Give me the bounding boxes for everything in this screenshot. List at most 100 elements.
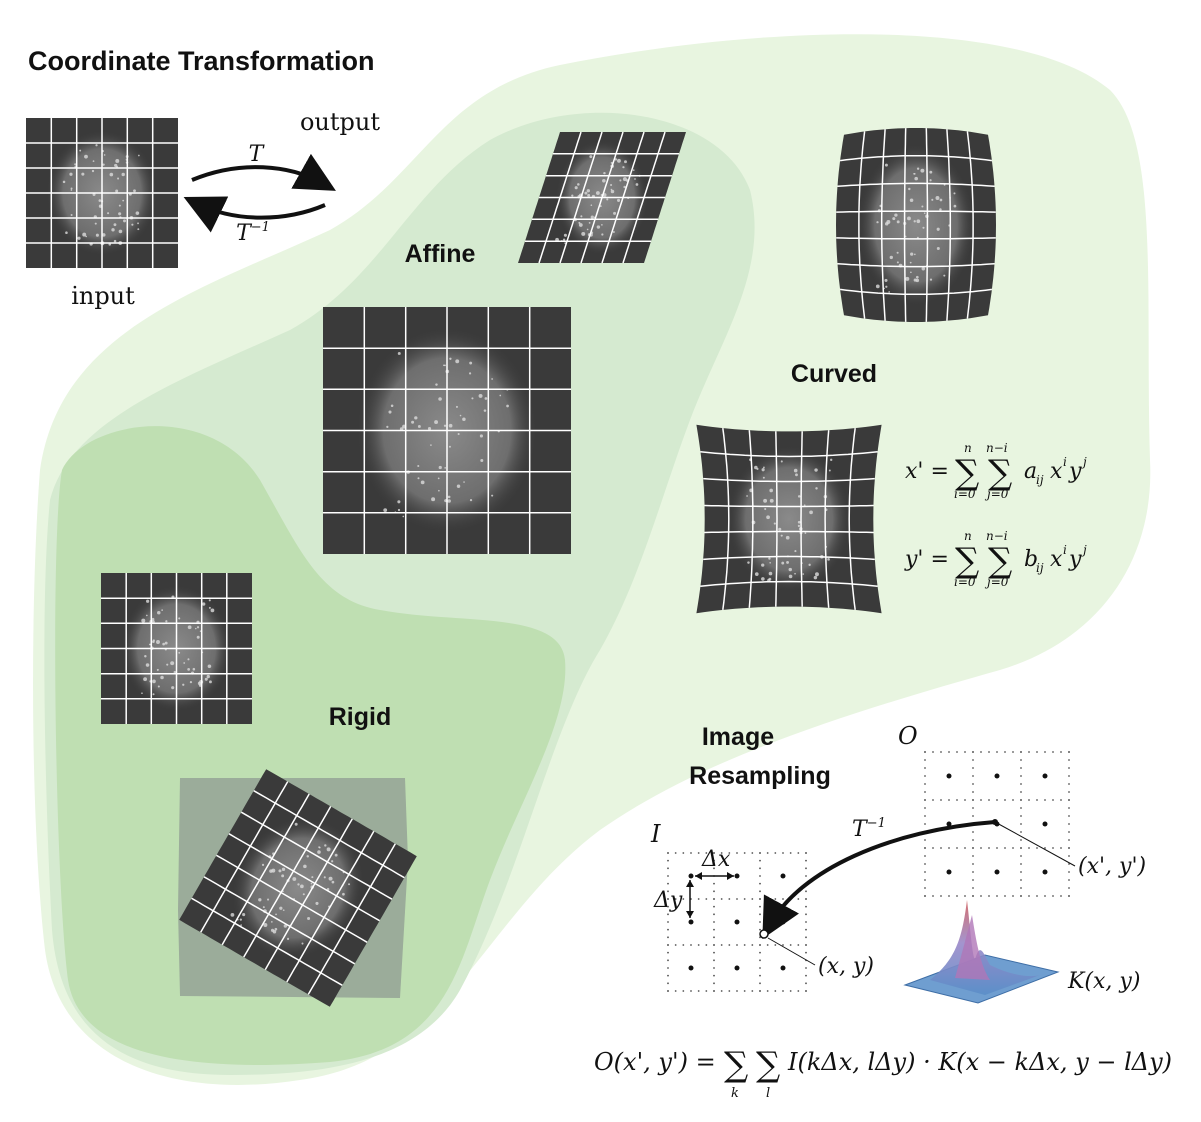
curved-pincushion-image-speckle [797,524,801,528]
affine-skewed-image-speckle [632,169,635,172]
output-grid-grid-dot [1068,751,1070,753]
output-grid-grid-dot [1028,751,1030,753]
input-grid-grid-dot [667,898,669,900]
affine-scaled-image-speckle [438,489,440,492]
curved-barrel-image-speckle [953,204,957,208]
input-grid-grid-dot [743,944,746,946]
svg-text:n: n [964,441,972,455]
rigid-rotated-image-speckle [274,927,278,931]
output-grid-sample-point [994,773,1000,779]
affine-scaled-image-speckle [480,459,484,463]
output-grid-grid-dot [940,799,942,801]
input-image-speckle [131,223,134,226]
rigid-translated-image-speckle [141,618,146,623]
rigid-translated-image-speckle [208,680,212,684]
rigid-translated-image-speckle [145,663,150,667]
svg-text:Δx: Δx [701,847,731,872]
input-grid-grid-dot [667,967,669,969]
curved-barrel-image-speckle [884,163,888,167]
rigid-rotated-image-speckle [258,898,262,902]
output-grid-grid-dot [1012,751,1014,753]
output-grid-grid-dot [924,871,926,873]
rigid-rotated-image-speckle [328,876,333,881]
output-grid-grid-dot [1028,895,1030,897]
curved-pincushion-image-speckle [769,561,771,564]
output-grid-grid-dot [924,863,926,865]
input-grid-grid-dot [782,990,784,992]
affine-skewed-image-speckle [590,215,594,219]
input-grid-grid-dot [759,867,761,870]
input-grid-grid-dot [759,974,761,977]
input-grid-grid-dot [705,898,708,900]
input-grid-grid-dot [736,852,738,854]
input-grid-sample-point [688,965,694,971]
input-grid-grid-dot [759,859,761,862]
input-grid-grid-dot [805,974,807,977]
output-grid-grid-dot [924,775,926,777]
curved-pincushion-image-speckle [746,495,748,497]
curved-pincushion-image-speckle [813,575,818,580]
input-image-speckle [123,219,126,223]
rigid-rotated-image-speckle [331,860,334,863]
curved-pincushion-image-grid-line [704,530,874,534]
output-grid-grid-dot [1060,799,1062,801]
curved-barrel-image-speckle [888,291,890,293]
affine-scaled-image-speckle [420,480,425,485]
curved-barrel-image-speckle [884,278,888,282]
affine-scaled-image-speckle [459,414,462,417]
output-grid-grid-dot [932,751,934,753]
curved-pincushion-image-speckle [797,520,801,524]
output-grid-grid-dot [964,751,966,753]
delta-x-indicator: Δx [695,847,734,880]
input-grid-grid-dot [713,867,715,870]
output-grid-grid-dot [948,895,950,897]
output-grid-sample-point [946,821,952,827]
rigid-translated-image-speckle [171,686,175,690]
output-grid-grid-dot [924,767,926,769]
curved-barrel-image-speckle [910,271,912,274]
input-grid-grid-dot [713,959,715,962]
curved-pincushion-image-grid-line [704,504,874,508]
affine-scaled-image-speckle [455,405,458,408]
affine-scaled-image-speckle [397,500,401,504]
rigid-rotated-image-speckle [262,906,265,909]
curved-barrel-image-grid-line [925,128,929,322]
output-grid-grid-dot [1004,751,1006,753]
input-grid-grid-dot [705,944,708,946]
svg-text:b: b [1024,547,1038,572]
svg-text:∑: ∑ [988,453,1012,493]
rigid-rotated-image-grid-line [200,781,289,933]
curved-pincushion-image-grid-line [800,431,803,607]
output-grid-grid-dot [1012,847,1014,849]
output-grid-grid-dot [1068,839,1070,841]
input-label: input [71,282,135,310]
output-grid-grid-dot [980,799,982,801]
affine-skewed-image-speckle [581,231,586,236]
affine-scaled-image-speckle [449,357,452,360]
curved-pincushion-image-speckle [766,515,770,520]
output-grid-grid-dot [1068,791,1070,793]
curved-pincushion-image-speckle [788,574,793,579]
affine-scaled-image-speckle [478,393,483,398]
svg-text:∑: ∑ [724,1045,748,1085]
svg-text:∑: ∑ [955,453,979,493]
input-image-speckle [107,212,110,215]
affine-scaled-image-speckle [431,497,436,502]
input-grid-grid-dot [759,990,761,992]
input-image-speckle [137,228,140,231]
output-grid-grid-dot [972,775,974,777]
curved-pincushion-image-grid-line [703,477,875,483]
svg-text:i: i [1063,543,1067,557]
affine-scaled-image-speckle [414,416,418,420]
input-grid-grid-dot [766,944,769,946]
output-grid-grid-dot [924,807,926,809]
input-grid-grid-dot [766,898,769,900]
affine-scaled-image-speckle [447,499,451,503]
output-grid-grid-dot [1028,799,1030,801]
input-image-speckle [70,189,73,191]
input-grid-grid-dot [713,944,715,946]
affine-skewed-image [518,131,686,264]
output-grid-grid-dot [1012,799,1014,801]
curved-pincushion-image-speckle [786,560,790,564]
input-image-speckle [84,154,88,159]
